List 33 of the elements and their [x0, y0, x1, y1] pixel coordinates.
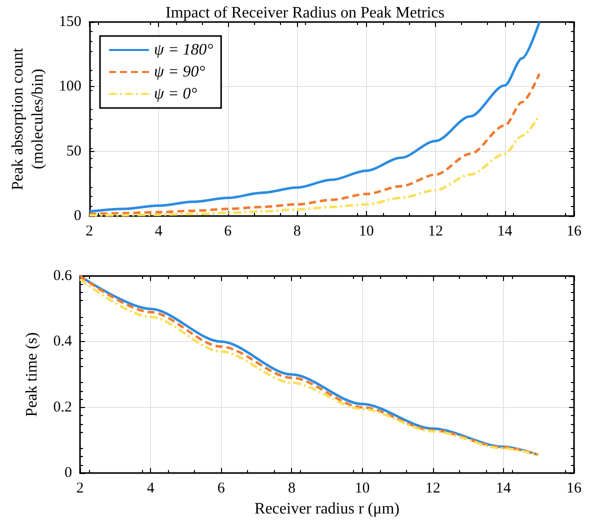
x-tick-label: 12: [428, 224, 444, 240]
y-axis-title: Peak time (s): [24, 332, 40, 417]
legend-label: ψ = 180°: [154, 42, 214, 58]
x-tick-label: 2: [86, 224, 94, 240]
legend-label: ψ = 0°: [154, 86, 198, 102]
x-tick-label: 8: [293, 224, 301, 240]
x-tick-label: 6: [224, 224, 232, 240]
line-series: [88, 114, 541, 217]
x-tick-label: 14: [496, 480, 512, 496]
x-axis-title: Receiver radius r (μm): [254, 500, 400, 518]
x-tick-label: 8: [288, 480, 296, 496]
y-tick-label: 100: [58, 78, 82, 95]
x-tick-label: 12: [425, 480, 440, 496]
y-tick-label: 0: [64, 465, 72, 481]
x-tick-label: 2: [76, 480, 84, 496]
y-tick-label: 150: [58, 14, 82, 30]
x-tick-label: 6: [217, 480, 226, 496]
chart-title: Impact of Receiver Radius on Peak Metrics: [165, 4, 445, 22]
y-tick-label: 0.4: [53, 334, 72, 350]
x-tick-label: 4: [146, 480, 155, 496]
y-tick-label: 50: [66, 143, 82, 160]
x-tick-label: 10: [358, 224, 374, 240]
y-tick-label: 0: [74, 208, 82, 224]
line-series: [88, 20, 541, 213]
x-tick-label: 16: [566, 224, 582, 240]
y-tick-label: 0.6: [53, 268, 72, 284]
x-tick-label: 16: [566, 480, 582, 496]
x-tick-label: 4: [154, 224, 163, 240]
x-tick-label: 10: [354, 480, 370, 496]
x-tick-label: 14: [497, 224, 513, 240]
legend-label: ψ = 90°: [154, 64, 206, 80]
y-tick-label: 0.2: [53, 399, 72, 416]
y-axis-title: Peak absorption count (molecules/bin): [10, 47, 46, 190]
